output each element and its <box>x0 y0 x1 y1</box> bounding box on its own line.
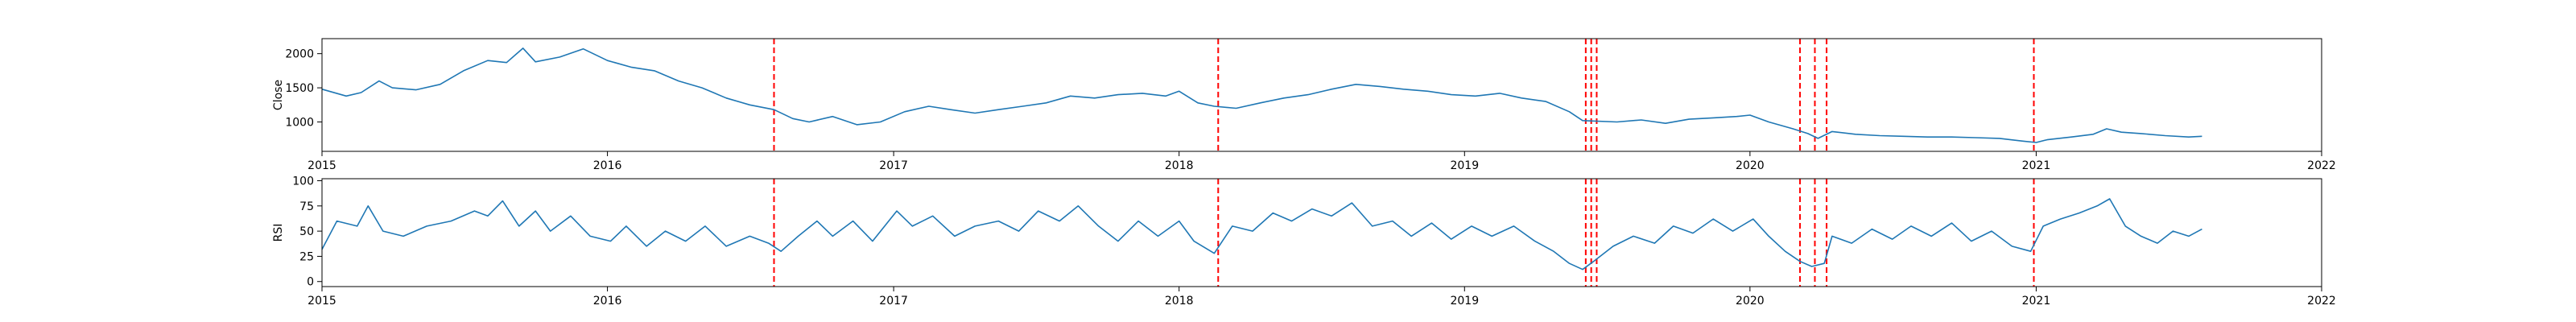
rsi-y-tick-label: 100 <box>292 175 314 188</box>
rsi-series-line <box>321 198 2202 270</box>
rsi-x-tick-label: 2016 <box>593 295 622 308</box>
close-x-tick-label: 2021 <box>2022 159 2051 172</box>
rsi-x-tick-label: 2015 <box>308 295 336 308</box>
rsi-x-tick-label: 2019 <box>1450 295 1479 308</box>
rsi-event-lines <box>773 179 2035 287</box>
rsi-x-tick-label: 2017 <box>879 295 908 308</box>
rsi-y-axis-label: RSI <box>272 224 285 242</box>
close-axes-frame <box>321 38 2322 152</box>
rsi-y-tick-label: 75 <box>299 200 314 213</box>
close-x-tick-label: 2019 <box>1450 159 1479 172</box>
close-y-axis-label: Close <box>272 80 285 110</box>
rsi-y-tick-label: 50 <box>299 225 314 238</box>
rsi-y-tick-label: 25 <box>299 250 314 263</box>
close-x-tick-label: 2022 <box>2307 159 2336 172</box>
rsi-x-tick-label: 2018 <box>1165 295 1194 308</box>
close-x-tick-label: 2020 <box>1736 159 1765 172</box>
rsi-x-tick-label: 2021 <box>2022 295 2051 308</box>
close-y-tick-label: 2000 <box>285 48 314 61</box>
close-event-lines <box>773 39 2035 151</box>
rsi-panel: 2015 2016 2017 2018 2019 2020 2021 2022 0 25 50 75… <box>272 175 2336 308</box>
rsi-y-tick-label: 0 <box>307 276 314 289</box>
close-x-tick-label: 2016 <box>593 159 622 172</box>
close-y-tick-label: 1000 <box>285 117 314 130</box>
rsi-y-axis: 0 25 50 75 100 <box>292 175 322 289</box>
close-y-axis: 1000 1500 2000 <box>285 48 322 130</box>
rsi-x-axis: 2015 2016 2017 2018 2019 2020 2021 2022 <box>308 287 2336 308</box>
close-x-axis: 2015 2016 2017 2018 2019 2020 2021 2022 <box>308 151 2336 172</box>
rsi-x-tick-label: 2020 <box>1736 295 1765 308</box>
rsi-x-tick-label: 2022 <box>2307 295 2336 308</box>
close-x-tick-label: 2017 <box>879 159 908 172</box>
close-series-line <box>321 47 2202 143</box>
close-panel: 2015 2016 2017 2018 2019 2020 2021 2022 1000 150… <box>272 38 2336 172</box>
close-x-tick-label: 2015 <box>308 159 336 172</box>
close-x-tick-label: 2018 <box>1165 159 1194 172</box>
close-y-tick-label: 1500 <box>285 82 314 95</box>
rsi-axes-frame <box>321 178 2322 287</box>
